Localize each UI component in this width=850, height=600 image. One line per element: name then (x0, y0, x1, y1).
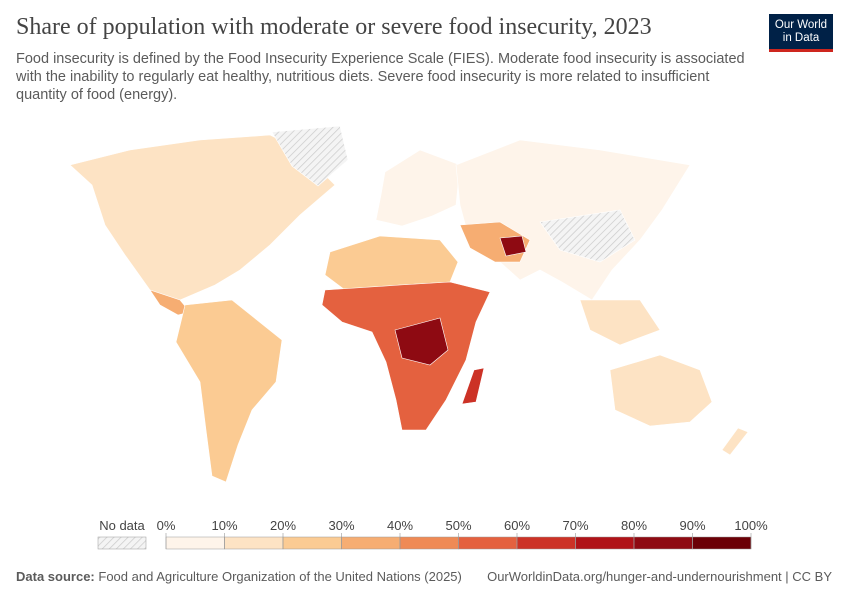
legend-tick-label: 90% (679, 518, 705, 533)
central-africa (394, 317, 449, 366)
legend-tick-label: 100% (734, 518, 768, 533)
footer-url[interactable]: OurWorldinData.org/hunger-and-undernouri… (487, 569, 832, 584)
europe (375, 149, 461, 227)
no-data-label: No data (99, 518, 145, 533)
legend-tick-label: 70% (562, 518, 588, 533)
legend-bin (224, 536, 284, 550)
north-america (69, 134, 336, 301)
australia (609, 354, 713, 427)
source-label: Data source: (16, 569, 95, 584)
legend-bin (692, 536, 752, 550)
legend-bin (633, 536, 693, 550)
title: Share of population with moderate or sev… (16, 14, 652, 40)
legend-tick-label: 20% (270, 518, 296, 533)
tibet (539, 209, 636, 263)
logo[interactable]: Our World in Data (769, 14, 833, 52)
legend-bin (458, 536, 518, 550)
legend-bin (341, 536, 401, 550)
subtitle: Food insecurity is defined by the Food I… (16, 51, 745, 103)
legend-tick-label: 10% (211, 518, 237, 533)
legend-bin (516, 536, 576, 550)
madagascar (461, 367, 485, 405)
africa-north (324, 235, 459, 291)
new-zealand (721, 427, 749, 456)
countries (69, 125, 749, 483)
logo-line: Our World (774, 19, 828, 31)
legend-tick-label: 60% (504, 518, 530, 533)
legend-tick-label: 30% (328, 518, 354, 533)
footer-source: Data source: Food and Agriculture Organi… (16, 569, 462, 584)
logo-line: in Data (782, 32, 820, 44)
legend-tick-label: 0% (157, 518, 176, 533)
legend-tick-label: 80% (621, 518, 647, 533)
legend-bin (282, 536, 342, 550)
legend: No data 0% 10% 20% 30% 40% 50% 60% 70% 80% 90% 100% (97, 518, 768, 550)
greenland (271, 125, 349, 187)
south-america (175, 299, 283, 483)
legend-tick-label: 40% (387, 518, 413, 533)
source: Food and Agriculture Organization of the… (98, 569, 462, 584)
legend-tick-label: 50% (445, 518, 471, 533)
legend-bin (165, 536, 225, 550)
legend-bin (575, 536, 635, 550)
legend-bin (399, 536, 459, 550)
no-data-swatch (97, 536, 147, 550)
southeast-asia (579, 299, 661, 346)
afghanistan (499, 235, 527, 257)
